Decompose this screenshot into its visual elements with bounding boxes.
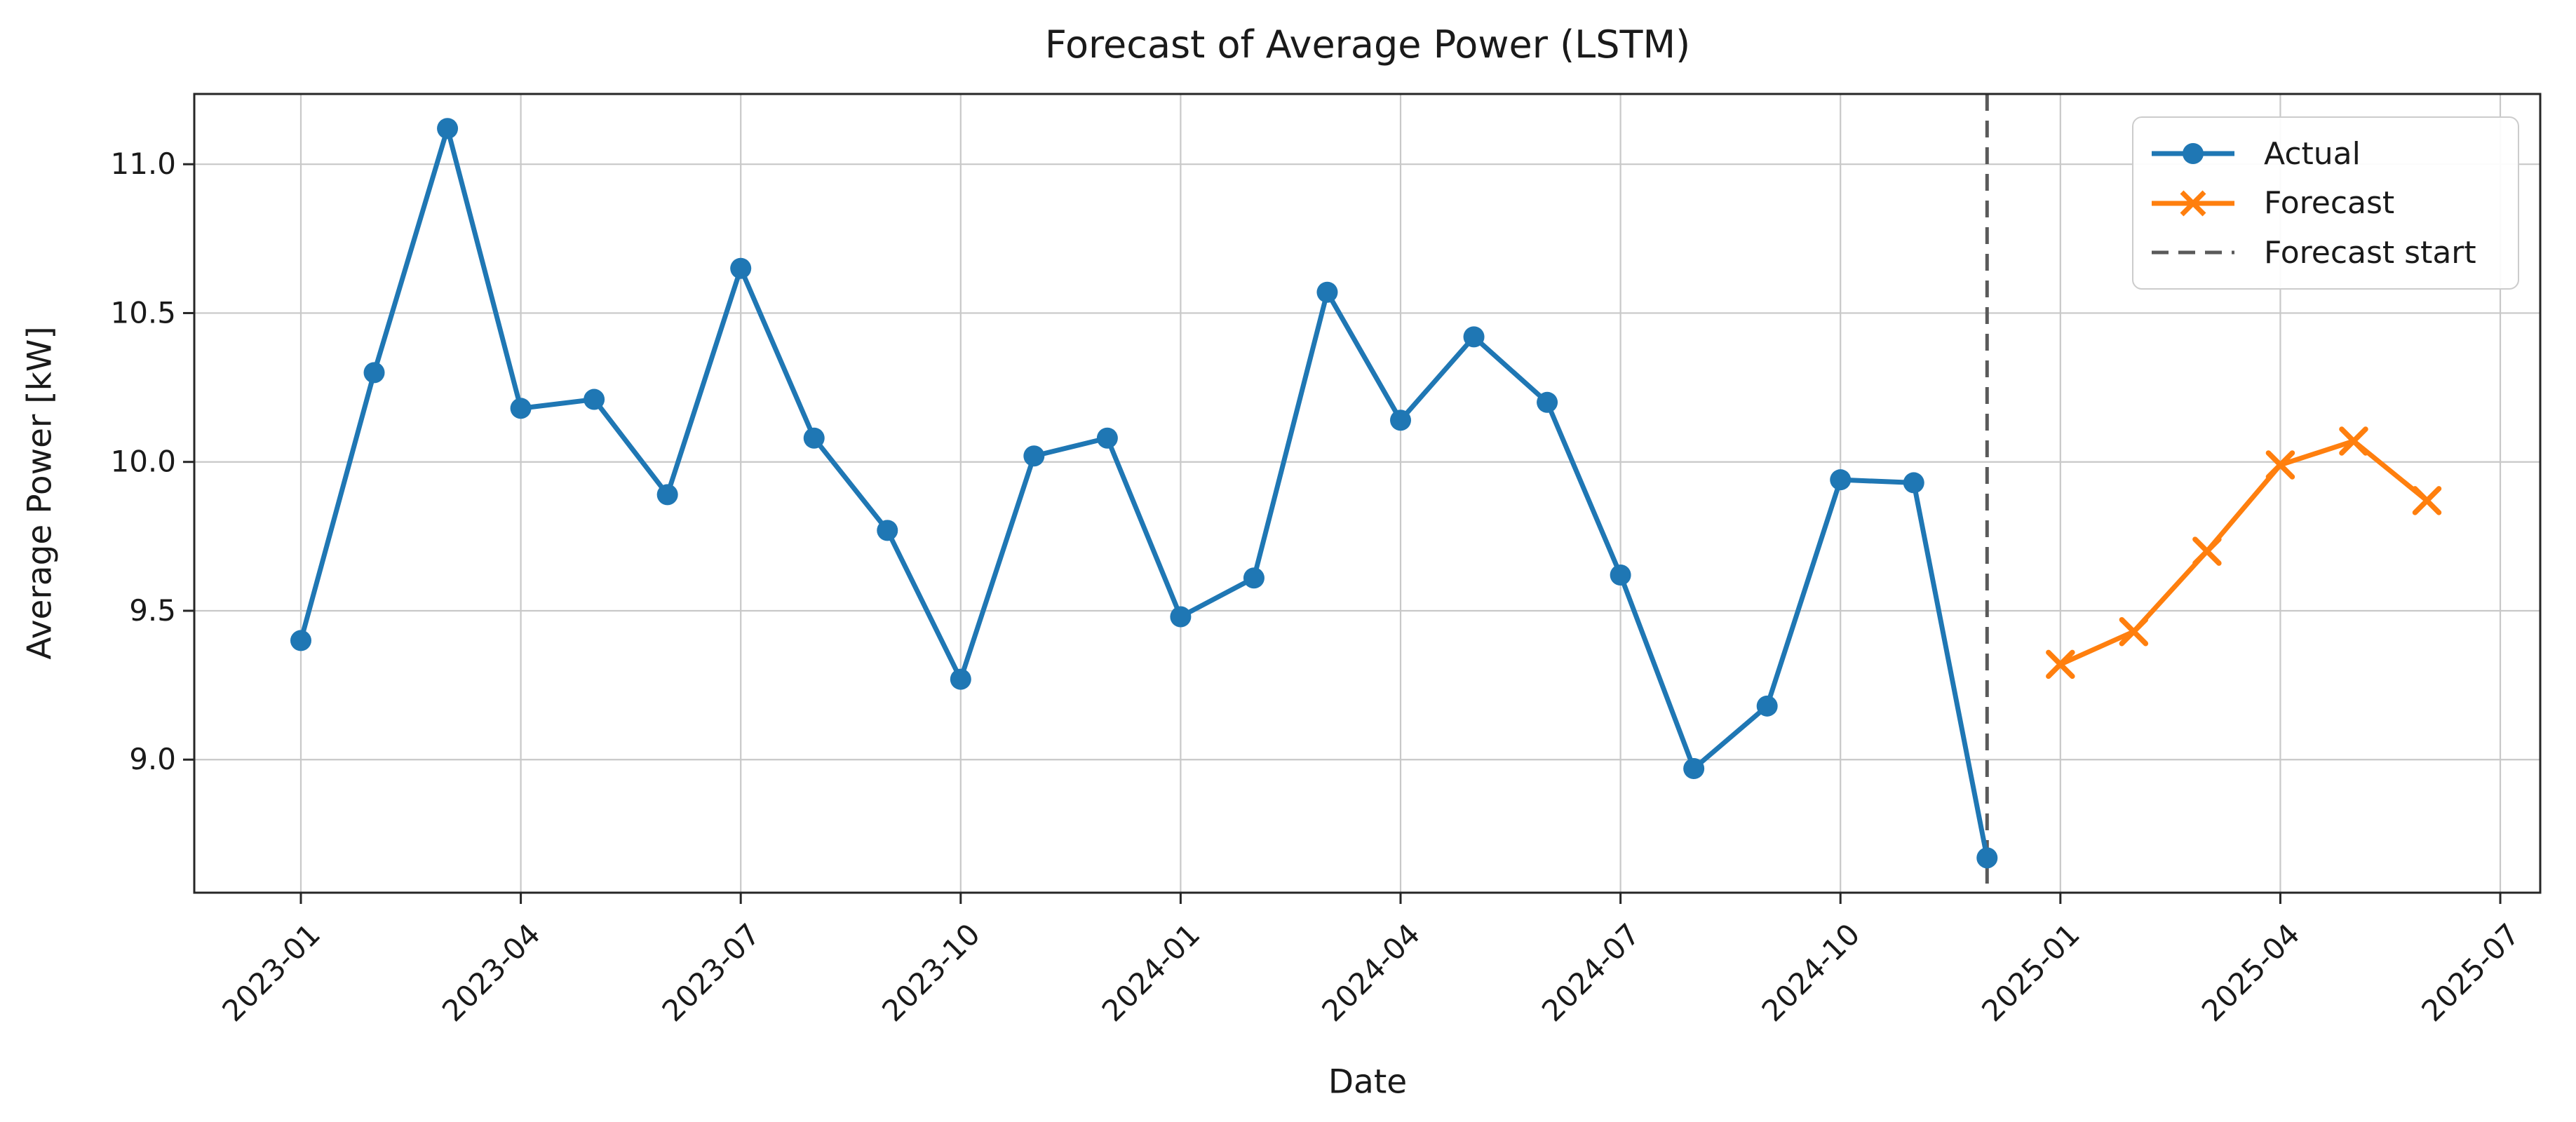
data-point-circle bbox=[1683, 757, 1705, 779]
data-point-circle bbox=[950, 668, 971, 690]
x-tick-label: 2024-04 bbox=[1315, 917, 1427, 1028]
x-tick-label: 2024-01 bbox=[1095, 917, 1207, 1028]
dashed-line-icon bbox=[2152, 250, 2234, 255]
data-point-circle bbox=[437, 118, 459, 140]
legend-label-forecast: Forecast bbox=[2264, 185, 2395, 221]
data-point-x bbox=[2265, 450, 2295, 480]
x-axis-label: Date bbox=[1328, 1062, 1408, 1102]
legend: Actual Forecast Forecast start bbox=[2132, 116, 2519, 290]
data-point-x bbox=[2046, 649, 2075, 680]
data-point-circle bbox=[510, 398, 532, 419]
actual-line-icon bbox=[2152, 143, 2234, 164]
data-point-circle bbox=[1830, 469, 1852, 491]
x-tick-label: 2023-01 bbox=[215, 917, 327, 1028]
x-tick-label: 2025-01 bbox=[1975, 917, 2086, 1028]
y-tick-label: 10.0 bbox=[110, 445, 176, 479]
data-point-circle bbox=[1390, 410, 1412, 431]
series-line-forecast bbox=[2058, 438, 2429, 667]
data-point-circle bbox=[1243, 567, 1265, 589]
legend-item-actual: Actual bbox=[2133, 136, 2518, 172]
y-tick-label: 11.0 bbox=[110, 147, 176, 181]
data-point-x bbox=[2192, 536, 2222, 566]
data-point-circle bbox=[290, 630, 311, 651]
series-line-actual bbox=[298, 126, 1990, 860]
data-point-circle bbox=[1537, 391, 1558, 413]
data-point-circle bbox=[656, 484, 678, 506]
data-point-circle bbox=[1756, 695, 1778, 717]
data-point-x bbox=[2339, 426, 2368, 456]
legend-label-actual: Actual bbox=[2264, 135, 2361, 172]
data-point-circle bbox=[877, 520, 898, 541]
y-tick-label: 9.0 bbox=[129, 742, 176, 776]
data-point-circle bbox=[1463, 326, 1485, 348]
x-tick-label: 2023-07 bbox=[656, 917, 767, 1028]
data-point-circle bbox=[1976, 847, 1998, 869]
data-point-circle bbox=[803, 427, 825, 449]
chart-title: Forecast of Average Power (LSTM) bbox=[1044, 22, 1691, 67]
y-tick-label: 9.5 bbox=[129, 593, 176, 628]
x-tick-label: 2024-10 bbox=[1755, 917, 1867, 1028]
x-tick-label: 2025-04 bbox=[2195, 917, 2307, 1028]
forecast-line-icon bbox=[2152, 190, 2234, 216]
legend-label-forecast-start: Forecast start bbox=[2264, 234, 2476, 271]
data-point-circle bbox=[1170, 606, 1192, 628]
data-point-circle bbox=[1096, 427, 1118, 449]
x-tick-label: 2025-07 bbox=[2415, 917, 2526, 1028]
axes-frame bbox=[193, 93, 2542, 894]
data-point-circle bbox=[584, 388, 605, 410]
x-tick-label: 2024-07 bbox=[1535, 917, 1647, 1028]
data-point-circle bbox=[1610, 565, 1631, 586]
legend-item-forecast-start: Forecast start bbox=[2133, 235, 2518, 271]
legend-item-forecast: Forecast bbox=[2133, 185, 2518, 221]
y-tick-label: 10.5 bbox=[110, 295, 176, 330]
data-point-x bbox=[2412, 486, 2442, 515]
data-point-circle bbox=[1316, 281, 1338, 303]
x-tick-label: 2023-10 bbox=[875, 917, 987, 1028]
data-point-circle bbox=[1903, 472, 1924, 494]
data-point-circle bbox=[363, 362, 385, 384]
data-point-x bbox=[2119, 616, 2149, 647]
data-point-circle bbox=[730, 257, 752, 279]
data-point-circle bbox=[1023, 445, 1045, 467]
x-tick-label: 2023-04 bbox=[436, 917, 547, 1028]
